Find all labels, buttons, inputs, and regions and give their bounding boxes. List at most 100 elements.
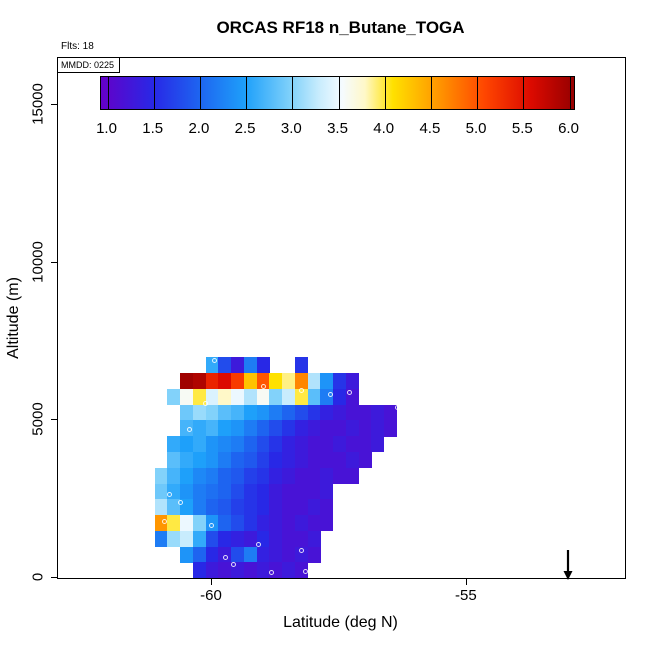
heatmap-cell [167,467,181,484]
heatmap-cell [307,451,321,469]
heatmap-cell [256,451,270,469]
heatmap-cell [269,404,283,421]
heatmap-cell [294,451,308,469]
y-tick-label: 15000 [29,83,47,126]
colorbar-tick-mark [430,77,432,109]
plot-area [57,57,626,579]
sample-point-marker [166,492,172,498]
heatmap-cell [256,436,270,453]
heatmap-cell [345,373,359,390]
heatmap-cell [282,388,296,406]
heatmap-cell [231,388,245,406]
heatmap-cell [307,546,321,563]
heatmap-cell [320,451,334,469]
heatmap-cell [307,420,321,437]
x-tick-label: -60 [200,587,222,604]
heatmap-cell [333,467,347,484]
heatmap-cell [180,530,194,547]
colorbar-tick-label: 6.0 [558,120,579,137]
heatmap-cell [256,515,270,532]
heatmap-cell [180,404,194,421]
heatmap-cell [192,388,207,406]
heatmap-cell [180,451,194,469]
colorbar-tick-label: 3.0 [280,120,302,137]
y-tick-label: 5000 [29,402,47,437]
heatmap-cell [294,562,308,579]
heatmap-cell [167,530,181,547]
heatmap-cell [205,467,219,484]
heatmap-cell [154,483,168,500]
heatmap-cell [231,373,245,390]
heatmap-cell [218,483,232,500]
heatmap-cell [269,499,283,516]
heatmap-cell [282,404,296,421]
heatmap-cell [294,467,308,484]
heatmap-cell [205,451,219,469]
heatmap-cell [256,420,270,437]
colorbar-tick-label: 1.5 [142,120,164,137]
heatmap-cell [282,373,296,390]
heatmap-cell [333,388,347,406]
heatmap-cell [345,404,359,421]
heatmap-cell [294,515,308,532]
heatmap-cell [243,515,258,532]
heatmap-cell [384,420,398,437]
heatmap-cell [333,436,347,453]
chart-title: ORCAS RF18 n_Butane_TOGA [216,18,465,37]
heatmap-cell [345,420,359,437]
heatmap-cell [345,467,359,484]
heatmap-cell [192,515,207,532]
sample-point-marker [178,500,184,506]
heatmap-cell [282,546,296,563]
y-tick-mark [51,104,57,106]
heatmap-cell [269,467,283,484]
heatmap-cell [167,515,181,532]
heatmap-cell [231,515,245,532]
heatmap-cell [167,499,181,516]
heatmap-cell [256,388,270,406]
heatmap-cell [282,562,296,579]
heatmap-cell [154,499,168,516]
heatmap-cell [243,467,258,484]
heatmap-cell [320,467,334,484]
x-tick-mark [465,579,467,585]
heatmap-cell [231,451,245,469]
heatmap-cell [307,388,321,406]
heatmap-cell [269,420,283,437]
heatmap-cell [371,420,385,437]
sample-point-marker [260,383,266,389]
heatmap-cell [192,420,207,437]
heatmap-cell [269,388,283,406]
colorbar-tick-mark [292,77,294,109]
y-tick-mark [51,419,57,421]
heatmap-cell [243,388,258,406]
heatmap-cell [205,404,219,421]
heatmap-cell [269,546,283,563]
heatmap-cell [205,546,219,563]
heatmap-cell [320,515,334,532]
heatmap-cell [231,404,245,421]
heatmap-cell [180,499,194,516]
heatmap-cell [294,404,308,421]
heatmap-cell [205,373,219,390]
x-axis-label: Latitude (deg N) [283,614,398,631]
heatmap-cell [307,515,321,532]
heatmap-cell [180,483,194,500]
heatmap-cell [243,451,258,469]
heatmap-cell [358,451,372,469]
heatmap-cell [320,373,334,390]
heatmap-cell [243,404,258,421]
heatmap-cell [167,388,181,406]
heatmap-cell [320,436,334,453]
heatmap-cell [256,562,270,579]
colorbar-tick-mark [107,77,109,109]
heatmap-cell [218,357,232,374]
heatmap-cell [294,499,308,516]
heatmap-cell [294,546,308,563]
heatmap-cell [167,451,181,469]
down-arrow-icon [563,549,573,580]
heatmap-cell [218,530,232,547]
heatmap-cell [282,483,296,500]
y-tick-label: 10000 [29,240,47,283]
sample-point-marker [394,405,400,411]
